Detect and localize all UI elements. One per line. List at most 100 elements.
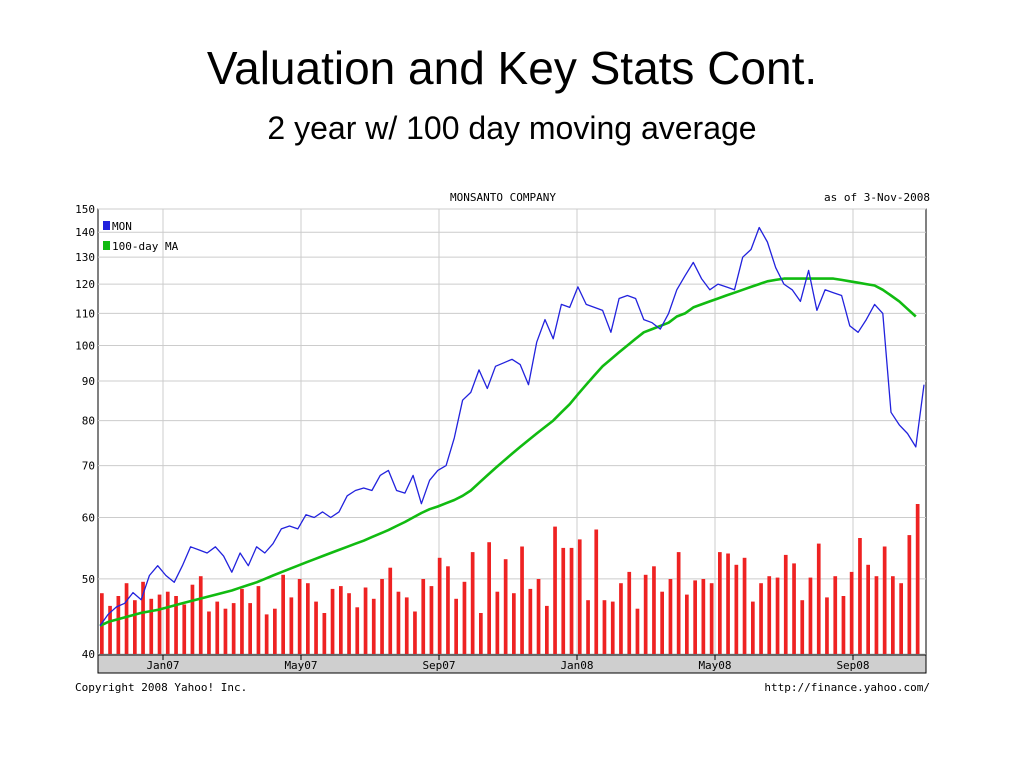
volume-bar: [404, 597, 409, 654]
volume-bar: [371, 598, 376, 654]
volume-bar: [248, 603, 252, 654]
x-tick-label: May08: [698, 659, 731, 672]
y-tick-label: 80: [82, 415, 95, 428]
grid: [98, 208, 926, 655]
volume-bar: [429, 586, 434, 654]
volume-bar: [561, 547, 566, 654]
y-tick-label: 120: [75, 278, 95, 291]
volume-bar: [421, 579, 426, 654]
volume-bar: [685, 594, 689, 654]
volume-bar: [751, 601, 755, 654]
volume-bar: [759, 583, 763, 654]
volume-bar: [223, 608, 228, 654]
y-tick-label: 100: [75, 340, 95, 353]
volume-bar: [446, 566, 450, 654]
volume-bar: [396, 591, 401, 654]
volume-bar: [676, 552, 681, 654]
x-tick-label: May07: [284, 659, 317, 672]
volume-bar: [709, 583, 714, 654]
volume-bar: [734, 564, 739, 654]
volume-bar: [808, 577, 813, 654]
volume-bar: [355, 607, 360, 654]
volume-bar: [520, 546, 524, 654]
volume-bar: [586, 600, 590, 654]
volume-bar: [231, 603, 236, 654]
source-url: http://finance.yahoo.com/: [764, 681, 930, 694]
volume-bar: [297, 579, 302, 654]
volume-bar: [124, 583, 129, 654]
volume-bar: [726, 553, 730, 654]
legend: MON 100-day MA: [103, 220, 179, 253]
volume-bar: [775, 577, 780, 654]
volume-bar: [635, 608, 640, 654]
volume-bar: [767, 576, 772, 654]
y-tick-label: 60: [82, 511, 95, 524]
volume-bar: [742, 557, 747, 654]
x-tick-label: Sep08: [836, 659, 869, 672]
volume-bar: [198, 576, 203, 654]
x-tick-label: Sep07: [422, 659, 455, 672]
volume-bar: [602, 600, 607, 654]
volume-bar: [454, 598, 458, 654]
chart-as-of: as of 3-Nov-2008: [824, 191, 930, 204]
chart-title: MONSANTO COMPANY: [450, 191, 556, 204]
slide-subtitle: 2 year w/ 100 day moving average: [267, 110, 757, 146]
x-tick-label: Jan07: [146, 659, 179, 672]
volume-bar: [693, 580, 697, 654]
volume-bar: [891, 576, 895, 654]
ma-series: [99, 277, 917, 627]
mon-line: [99, 226, 925, 627]
volume-bar: [141, 581, 145, 654]
volume-bar: [174, 596, 178, 654]
volume-bars: [100, 504, 920, 654]
volume-bar: [569, 547, 574, 654]
volume-bar: [536, 579, 541, 654]
copyright-text: Copyright 2008 Yahoo! Inc.: [75, 681, 247, 694]
y-tick-label: 140: [75, 226, 95, 239]
volume-bar: [816, 543, 821, 654]
volume-bar: [413, 611, 417, 654]
volume-bar: [149, 598, 154, 654]
y-tick-label: 150: [75, 203, 95, 216]
ma-line: [99, 277, 917, 627]
volume-bar: [479, 613, 483, 654]
volume-bar: [215, 601, 220, 654]
volume-bar: [437, 557, 442, 654]
plot-area: [97, 208, 927, 655]
volume-bar: [264, 614, 269, 654]
volume-bar: [240, 588, 244, 654]
slide-title: Valuation and Key Stats Cont.: [206, 42, 818, 94]
volume-bar: [495, 591, 500, 654]
volume-bar: [783, 554, 788, 654]
volume-bar: [800, 600, 805, 654]
x-axis-band: [97, 654, 927, 674]
volume-bar: [339, 586, 343, 654]
y-tick-label: 50: [82, 573, 95, 586]
volume-bar: [182, 604, 187, 654]
volume-bar: [380, 579, 384, 654]
legend-label-ma: 100-day MA: [112, 240, 179, 253]
volume-bar: [470, 552, 475, 654]
volume-bar: [190, 584, 195, 654]
volume-bar: [306, 583, 310, 654]
volume-bar: [619, 583, 623, 654]
volume-bar: [322, 613, 327, 654]
volume-bar: [668, 579, 673, 654]
volume-bar: [512, 593, 516, 654]
volume-bar: [866, 564, 870, 654]
volume-bar: [627, 571, 632, 654]
volume-bar: [165, 591, 170, 654]
volume-bar: [882, 546, 887, 654]
y-tick-label: 70: [82, 460, 95, 473]
volume-bar: [289, 597, 294, 654]
volume-bar: [858, 538, 862, 654]
volume-bar: [553, 526, 557, 654]
volume-bar: [825, 597, 829, 654]
volume-bar: [207, 611, 211, 654]
y-tick-label: 110: [75, 307, 95, 320]
volume-bar: [701, 579, 706, 654]
volume-bar: [273, 608, 277, 654]
volume-bar: [899, 583, 903, 654]
volume-bar: [610, 601, 615, 654]
